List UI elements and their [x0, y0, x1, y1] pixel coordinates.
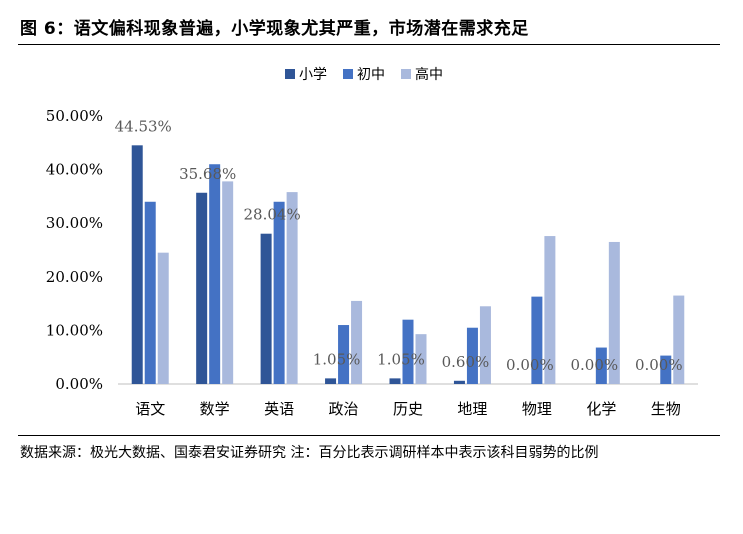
legend: 小学 初中 高中: [285, 64, 443, 84]
y-tick-label: 40.00%: [46, 161, 103, 179]
data-label: 44.53%: [115, 117, 172, 135]
x-tick-label: 物理: [522, 400, 552, 418]
data-label: 0.00%: [571, 356, 619, 374]
bar: [260, 233, 272, 384]
bar: [595, 347, 607, 384]
x-tick-label: 语文: [135, 400, 165, 418]
legend-swatch-high: [401, 69, 411, 79]
legend-label-middle: 初中: [357, 67, 385, 83]
chart-title: 图 6：语文偏科现象普遍，小学现象尤其严重，市场潜在需求充足: [20, 19, 529, 39]
bar: [531, 296, 543, 384]
bar: [222, 181, 234, 384]
x-tick-label: 英语: [264, 400, 294, 418]
bar-chart: 0.00% 10.00% 20.00% 30.00% 40.00% 50.00% 语文 44.…: [46, 107, 698, 418]
legend-label-high: 高中: [415, 67, 443, 83]
legend-swatch-middle: [343, 69, 353, 79]
data-label: 0.00%: [506, 356, 554, 374]
x-tick-label: 数学: [200, 400, 230, 418]
y-tick-label: 20.00%: [46, 268, 103, 286]
bar: [286, 192, 298, 384]
bar: [273, 201, 285, 384]
y-tick-label: 50.00%: [46, 107, 103, 125]
x-tick-label: 政治: [329, 400, 359, 418]
legend-item-high: 高中: [401, 64, 443, 84]
bar: [209, 164, 221, 384]
data-label: 0.00%: [635, 356, 683, 374]
bar: [608, 241, 620, 384]
bar: [544, 236, 556, 384]
bar: [402, 319, 414, 384]
y-tick-label: 10.00%: [46, 321, 103, 339]
data-label: 1.05%: [313, 350, 361, 368]
bar: [389, 378, 401, 384]
bar: [325, 378, 337, 384]
y-tick-label: 30.00%: [46, 214, 103, 232]
x-tick-label: 生物: [651, 400, 681, 418]
legend-swatch-primary: [285, 69, 295, 79]
y-tick-label: 0.00%: [55, 375, 103, 393]
bar: [144, 201, 156, 384]
bar: [351, 300, 363, 384]
legend-item-primary: 小学: [285, 64, 327, 84]
bar: [660, 355, 672, 384]
bar: [479, 306, 491, 384]
bar: [131, 145, 143, 384]
title-divider: [18, 44, 720, 45]
data-label: 35.68%: [179, 165, 236, 183]
source-note: 数据来源：极光大数据、国泰君安证券研究 注：百分比表示调研样本中表示该科目弱势的…: [20, 445, 599, 461]
source-divider: [18, 435, 720, 436]
legend-item-middle: 初中: [343, 64, 385, 84]
data-label: 0.60%: [442, 353, 490, 371]
bar: [453, 380, 465, 384]
data-label: 1.05%: [377, 350, 425, 368]
bar: [196, 192, 208, 384]
bar: [338, 325, 350, 384]
bar: [673, 295, 685, 384]
bar: [466, 327, 478, 384]
data-label: 28.04%: [244, 206, 301, 224]
x-tick-label: 地理: [457, 400, 487, 418]
bar: [415, 334, 427, 384]
legend-label-primary: 小学: [299, 67, 327, 83]
x-tick-label: 历史: [393, 400, 423, 418]
bar: [157, 252, 169, 384]
x-tick-label: 化学: [586, 400, 616, 418]
